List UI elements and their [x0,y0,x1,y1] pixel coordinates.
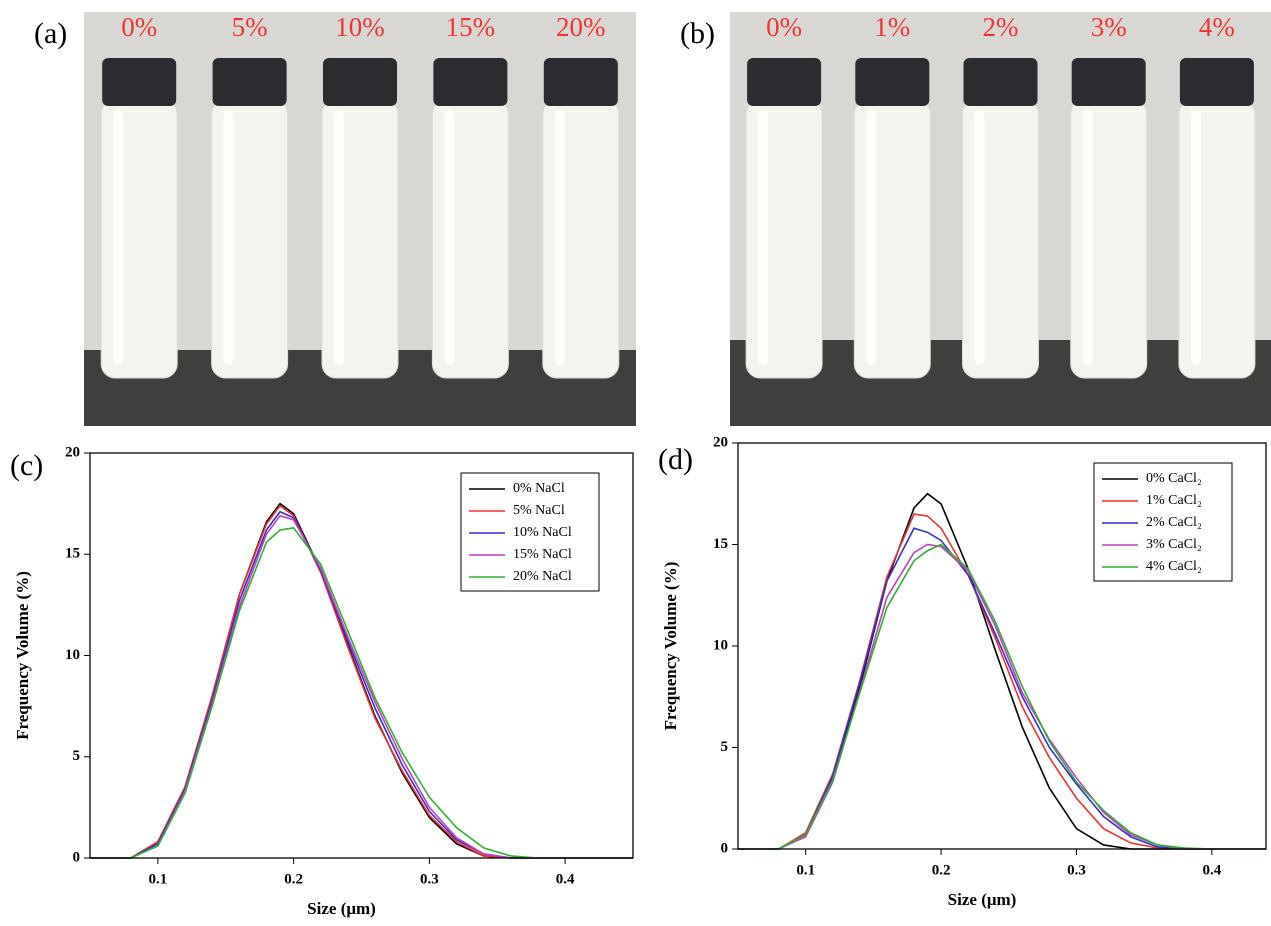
panel-label: (c) [10,449,43,482]
legend-label: 2% CaCl₂ [1146,515,1202,530]
vial-body [431,99,509,379]
vial-tag: 0% [121,12,157,42]
vial-cap [212,58,287,106]
vial-tag: 10% [335,12,385,42]
panel-label: (d) [658,443,693,476]
vial-cap [1071,58,1146,106]
vial-tag: 20% [556,12,606,42]
legend-label: 5% NaCl [513,503,565,518]
vial-shine [974,110,985,365]
legend-label: 4% CaCl₂ [1146,559,1202,574]
vial-body [100,99,178,379]
y-tick-label: 20 [713,434,728,450]
vial-body [542,99,620,379]
legend-label: 0% NaCl [513,481,565,496]
vial-shine [113,110,124,365]
y-tick-label: 5 [73,748,81,764]
series-line [738,543,1266,850]
vial-tag: 2% [983,12,1019,42]
x-tick-label: 0.1 [149,871,168,887]
panel-label: (a) [34,17,67,50]
y-tick-label: 10 [65,647,80,663]
y-tick-label: 5 [721,739,729,755]
legend-label: 10% NaCl [513,525,572,540]
vial-body [1070,99,1148,379]
x-tick-label: 0.2 [932,862,951,878]
series-line [738,527,1266,850]
legend-label: 1% CaCl₂ [1146,493,1202,508]
y-tick-label: 15 [65,546,80,562]
y-tick-label: 0 [73,849,81,865]
vial-cap [102,58,177,106]
series-line [738,543,1266,850]
vial-shine [866,110,877,365]
legend-label: 20% NaCl [513,569,572,584]
y-axis-title: Frequency Volume (%) [661,562,680,731]
vial-shine [1082,110,1093,365]
x-tick-label: 0.2 [284,871,303,887]
y-tick-label: 10 [713,637,728,653]
x-tick-label: 0.4 [1202,862,1221,878]
vial-body [962,99,1039,379]
vial-shine [758,110,769,365]
y-tick-label: 20 [65,444,80,460]
x-axis-title: Size (μm) [307,899,376,918]
vial-cap [1179,58,1254,106]
vial-cap [323,58,397,106]
vial-shine [554,110,565,365]
vial-tag: 3% [1091,12,1127,42]
vial-body [1178,99,1256,379]
vial-body [853,99,931,379]
vial-body [211,99,289,379]
vial-tag: 4% [1199,12,1235,42]
vial-shine [444,110,455,365]
vial-tag: 5% [232,12,268,42]
legend-label: 3% CaCl₂ [1146,537,1202,552]
vial-tag: 1% [874,12,910,42]
vial-tag: 0% [766,12,802,42]
vial-cap [855,58,930,106]
vial-shine [334,110,344,365]
y-tick-label: 0 [721,840,729,856]
legend-box [460,472,600,592]
x-tick-label: 0.3 [1067,862,1086,878]
vial-cap [747,58,822,106]
legend-box [1093,462,1233,582]
vial-body [745,99,823,379]
legend-label: 15% NaCl [513,547,572,562]
vial-cap [543,58,618,106]
y-axis-title: Frequency Volume (%) [13,571,32,740]
y-tick-label: 15 [713,536,728,552]
x-tick-label: 0.4 [556,871,575,887]
x-tick-label: 0.1 [796,862,815,878]
vial-cap [963,58,1038,106]
x-axis-title: Size (μm) [948,890,1017,909]
series-line [90,527,633,859]
vial-shine [1190,110,1201,365]
x-tick-label: 0.3 [420,871,439,887]
vial-tag: 15% [446,12,496,42]
vial-cap [433,58,508,106]
legend-label: 0% CaCl₂ [1146,471,1202,486]
panel-label: (b) [680,17,715,50]
vial-shine [223,110,234,365]
vial-body [321,99,399,379]
